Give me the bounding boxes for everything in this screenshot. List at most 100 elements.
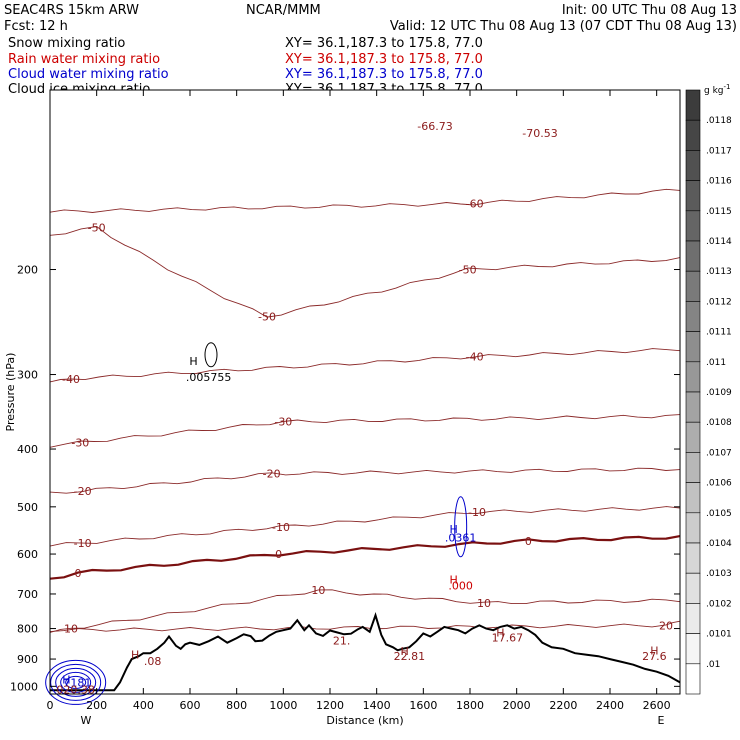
cloud-water-contour — [55, 667, 97, 697]
y-tick-label: 700 — [17, 588, 38, 601]
isotherm-labels: -60 -50 -50 -50 -40 -40 -30 -30 -20 -20 -10 -10 -10 0… — [62, 198, 673, 636]
valid-time: Valid: 12 UTC Thu 08 Aug 13 (07 CDT Thu … — [390, 19, 737, 34]
isotherm-label: -50 — [459, 264, 477, 277]
annotation-label: 17.67 — [492, 631, 524, 644]
isotherm-line — [49, 348, 681, 383]
colorbar-swatch — [685, 301, 701, 332]
colorbar-tick-label: .0107 — [706, 448, 732, 458]
annotation-label: 020.38 — [56, 683, 95, 696]
x-tick-label: 400 — [133, 699, 154, 712]
model-title: SEAC4RS 15km ARW — [4, 3, 139, 18]
y-tick-label: 1000 — [10, 680, 38, 693]
colorbar-tick-label: .0105 — [706, 509, 732, 519]
field-cloudwater-xy: XY= 36.1,187.3 to 175.8, 77.0 — [285, 67, 483, 82]
isotherm-label: 10 — [477, 597, 491, 610]
x-tick-label: 1600 — [409, 699, 437, 712]
colorbar: .0118 .0117 .0116 .0115 .0114 .0113 .0112 .0111… — [685, 83, 732, 695]
colorbar-tick-label: .0104 — [706, 539, 732, 549]
annotation-label: H — [496, 626, 504, 639]
header: SEAC4RS 15km ARW NCAR/MMM Init: 00 UTC T… — [4, 3, 737, 97]
y-tick-label: 900 — [17, 653, 38, 666]
isotherm-line — [49, 467, 681, 494]
colorbar-swatch — [685, 270, 701, 302]
init-time: Init: 00 UTC Thu 08 Aug 13 — [562, 3, 737, 18]
annotation-label: H — [450, 523, 458, 536]
colorbar-swatch — [685, 180, 701, 212]
plot-background — [50, 90, 680, 694]
annotation-label: .000 — [448, 580, 473, 593]
cloud-water-contour — [454, 496, 468, 558]
isotherm-line — [49, 414, 681, 448]
annotation-label: -70.53 — [522, 127, 557, 140]
colorbar-swatch — [685, 452, 701, 483]
cloud-water-contour — [50, 663, 102, 701]
isotherm-line — [49, 506, 681, 547]
colorbar-swatch — [685, 421, 701, 453]
isotherm-lines — [49, 188, 681, 633]
colorbar-swatch — [685, 331, 701, 363]
colorbar-tick-label: .0111 — [706, 328, 732, 338]
plot-frame — [49, 89, 681, 695]
terrain-layer — [50, 612, 681, 694]
x-tick-label: 200 — [86, 699, 107, 712]
colorbar-tick-label: .01 — [706, 660, 720, 670]
field-snow-xy: XY= 36.1,187.3 to 175.8, 77.0 — [285, 36, 483, 51]
isotherm-label: 0 — [525, 535, 532, 548]
isotherm-label: -40 — [466, 351, 484, 364]
isotherm-label: 20 — [659, 619, 673, 632]
isotherm-label: 10 — [64, 623, 78, 636]
colorbar-swatch — [685, 572, 701, 604]
west-label: W — [81, 714, 92, 727]
colorbar-tick-label: .0114 — [706, 237, 732, 247]
isotherm-label: -10 — [272, 521, 290, 534]
y-axis-label: Pressure (hPa) — [4, 353, 17, 432]
field-snow-name: Snow mixing ratio — [8, 36, 125, 51]
x-tick-label: 1400 — [363, 699, 391, 712]
colorbar-swatch — [685, 603, 701, 634]
colorbar-tick-label: .0115 — [706, 207, 732, 217]
forecast-hour: Fcst: 12 h — [4, 19, 68, 34]
x-tick-label: 600 — [180, 699, 201, 712]
annotation-labels: -66.73-70.53H.005755H.0361H.00021.H22.81… — [56, 120, 666, 696]
y-tick-label: 600 — [17, 548, 38, 561]
x-axis-ticks: 0 200 400 600 800 1000 1200 1400 1600 1800 2000 220… — [47, 90, 671, 712]
x-tick-label: 0 — [47, 699, 54, 712]
snow-contour — [204, 342, 218, 368]
colorbar-tick-label: .0109 — [706, 388, 732, 398]
isotherm-label: -20 — [74, 485, 92, 498]
annotation-label: 22.81 — [394, 650, 426, 663]
colorbar-swatch — [685, 482, 701, 514]
x-tick-label: 1000 — [269, 699, 297, 712]
east-label: E — [658, 714, 665, 727]
isotherm-label: -30 — [71, 436, 89, 449]
colorbar-tick-label: .0113 — [706, 267, 732, 277]
colorbar-labels: .0118 .0117 .0116 .0115 .0114 .0113 .0112 .0111… — [706, 116, 732, 670]
isotherm-label: -40 — [62, 373, 80, 386]
y-tick-label: 200 — [17, 264, 38, 277]
annotation-label: .005755 — [186, 371, 232, 384]
isotherm-label: -20 — [263, 468, 281, 481]
isotherm-label: 0 — [75, 567, 82, 580]
colorbar-swatch — [685, 391, 701, 423]
colorbar-swatch — [685, 150, 701, 181]
x-tick-label: 2000 — [503, 699, 531, 712]
colorbar-tick-label: .0116 — [706, 177, 732, 187]
colorbar-tick-label: .0106 — [706, 479, 732, 489]
colorbar-swatches — [685, 89, 701, 695]
annotation-label: .7181 — [60, 676, 92, 689]
colorbar-tick-label: .011 — [706, 358, 726, 368]
cloud-contours — [45, 342, 468, 705]
colorbar-tick-label: .0102 — [706, 599, 732, 609]
isotherm-label: -50 — [258, 311, 276, 324]
field-cloudwater-name: Cloud water mixing ratio — [8, 67, 169, 82]
org-title: NCAR/MMM — [246, 3, 321, 18]
x-tick-label: 2200 — [549, 699, 577, 712]
field-rain-xy: XY= 36.1,187.3 to 175.8, 77.0 — [285, 52, 483, 67]
colorbar-unit: g kg-1 — [704, 83, 730, 96]
isotherm-line — [49, 226, 681, 318]
annotation-label: .0361 — [445, 532, 477, 545]
x-tick-label: 800 — [226, 699, 247, 712]
annotation-label: H — [131, 649, 139, 662]
